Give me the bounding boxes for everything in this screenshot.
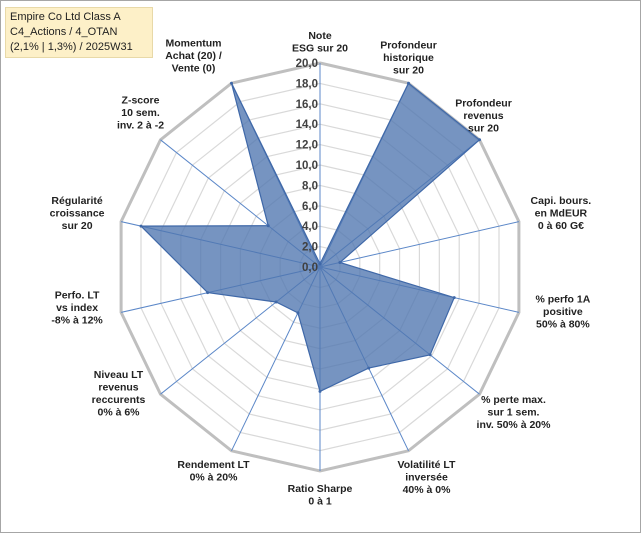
category-label: Profondeur historique sur 20	[380, 40, 437, 77]
category-label-line: inv. 2 à -2	[117, 119, 164, 131]
category-label: Z-score 10 sem. inv. 2 à -2	[117, 94, 164, 131]
category-label: Niveau LT revenus reccurents 0% à 6%	[92, 369, 146, 419]
category-label-line: Capi. bours.	[531, 195, 592, 207]
category-label-line: sur 20	[468, 122, 499, 134]
tick-label: 20,0	[296, 58, 318, 70]
category-label-line: 10 sem.	[121, 107, 160, 119]
tick-label: 14,0	[296, 119, 318, 131]
category-label-line: historique	[383, 52, 434, 64]
series-point	[338, 261, 342, 264]
category-label: % perfo 1A positive 50% à 80%	[535, 294, 590, 331]
category-label-line: Profondeur	[455, 97, 512, 109]
category-label: Volatilité LT inversée 40% à 0%	[398, 459, 457, 496]
category-label-line: Vente (0)	[172, 63, 216, 75]
tick-label: 12,0	[296, 140, 318, 152]
series-point	[139, 224, 143, 228]
category-label: Perfo. LT vs index -8% à 12%	[51, 290, 103, 327]
category-label-line: Achat (20) /	[165, 50, 222, 62]
category-label-line: 0% à 20%	[190, 471, 239, 483]
category-label: Ratio Sharpe 0 à 1	[288, 483, 353, 508]
radial-tick-labels: 0,0 2,0 4,0 6,0 8,0 10,0 12,0 14,0 16,0 18,0 20,0	[296, 58, 318, 274]
category-label-line: sur 20	[393, 65, 424, 77]
category-label-line: sur 20	[62, 220, 93, 232]
category-label-line: Rendement LT	[177, 459, 250, 471]
tick-label: 8,0	[302, 180, 318, 192]
tick-label: 18,0	[296, 78, 318, 90]
category-label-line: sur 1 sem.	[488, 407, 540, 419]
series-point	[296, 311, 300, 315]
category-label: Capi. bours. en MdEUR 0 à 60 G€	[531, 195, 592, 232]
tick-label: 4,0	[302, 221, 318, 233]
tick-label: 2,0	[302, 242, 318, 254]
series-point	[478, 138, 481, 142]
category-label-line: inversée	[405, 471, 448, 483]
category-label-line: revenus	[98, 382, 138, 394]
category-label-line: Volatilité LT	[398, 459, 457, 471]
series-point	[206, 291, 210, 295]
category-label-line: -8% à 12%	[51, 315, 103, 327]
series-point	[230, 81, 233, 85]
category-label-line: Momentum	[166, 38, 222, 50]
category-label: Note ESG sur 20	[292, 30, 348, 55]
category-label-line: reccurents	[92, 394, 146, 406]
security-period: (2,1% | 1,3%) / 2025W31	[10, 41, 133, 53]
category-label-line: Régularité	[51, 195, 103, 207]
category-label-line: Profondeur	[380, 40, 437, 52]
category-label-line: % perfo 1A	[535, 294, 590, 306]
tick-label: 0,0	[302, 262, 318, 274]
category-label-line: 40% à 0%	[403, 484, 452, 496]
category-label: Profondeur revenus sur 20	[455, 97, 512, 134]
series-point	[274, 300, 278, 304]
category-label: Régularité croissance sur 20	[50, 195, 105, 232]
category-label-line: 50% à 80%	[536, 319, 590, 331]
series-point	[428, 353, 432, 357]
axis-spoke	[319, 221, 520, 268]
category-label-line: vs index	[56, 302, 98, 314]
category-label-line: Z-score	[122, 94, 160, 106]
category-label-line: % perte max.	[481, 394, 546, 406]
category-labels: Note ESG sur 20 Profondeur historique sur 20…	[50, 30, 592, 508]
series-point	[452, 296, 456, 300]
series-point	[407, 81, 410, 85]
category-label-line: en MdEUR	[535, 207, 588, 219]
category-label: Rendement LT 0% à 20%	[177, 459, 250, 484]
tick-label: 16,0	[296, 99, 318, 111]
category-label-line: positive	[543, 306, 583, 318]
tick-label: 10,0	[296, 160, 318, 172]
category-label-line: Ratio Sharpe	[288, 483, 353, 495]
series-point	[318, 262, 322, 266]
security-name: Empire Co Ltd Class A	[10, 11, 121, 23]
category-label-line: Note	[308, 30, 331, 42]
radar-series	[139, 81, 481, 393]
category-label-line: 0 à 1	[308, 496, 332, 508]
series-point	[367, 366, 371, 370]
category-label: Momentum Achat (20) / Vente (0)	[165, 38, 222, 75]
category-label-line: croissance	[50, 207, 105, 219]
category-label-line: 0% à 6%	[97, 407, 140, 419]
series-point	[318, 389, 322, 393]
category-label-line: Perfo. LT	[55, 290, 100, 302]
category-label-line: revenus	[463, 110, 503, 122]
category-label-line: 0 à 60 G€	[538, 220, 584, 232]
category-label-line: Niveau LT	[94, 369, 144, 381]
series-point	[266, 224, 270, 228]
tick-label: 6,0	[302, 201, 318, 213]
category-label-line: inv. 50% à 20%	[477, 419, 552, 431]
category-label: % perte max. sur 1 sem. inv. 50% à 20%	[477, 394, 552, 431]
security-info-box: Empire Co Ltd Class A C4_Actions / 4_OTA…	[5, 7, 153, 58]
category-label-line: ESG sur 20	[292, 43, 348, 55]
security-category: C4_Actions / 4_OTAN	[10, 26, 118, 38]
